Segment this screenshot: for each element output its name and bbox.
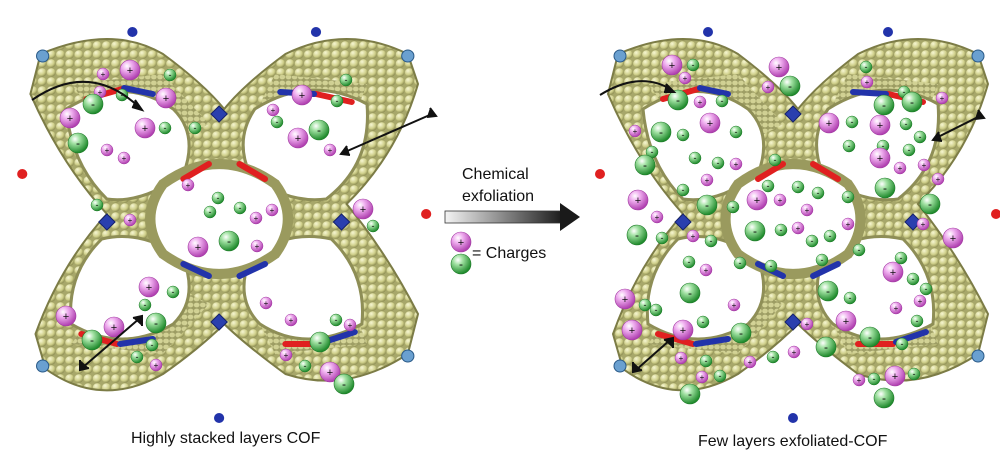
legend-symbols — [450, 231, 472, 275]
process-label-line1: Chemical — [462, 166, 529, 183]
exfoliation-arrow — [444, 203, 580, 231]
caption-left: Highly stacked layers COF — [131, 430, 321, 447]
caption-right: Few layers exfoliated-COF — [698, 433, 888, 450]
process-label-line2: exfoliation — [462, 188, 535, 205]
right-arrows — [599, 80, 986, 374]
left-arrows — [31, 80, 438, 372]
legend-label: = Charges — [472, 245, 547, 262]
